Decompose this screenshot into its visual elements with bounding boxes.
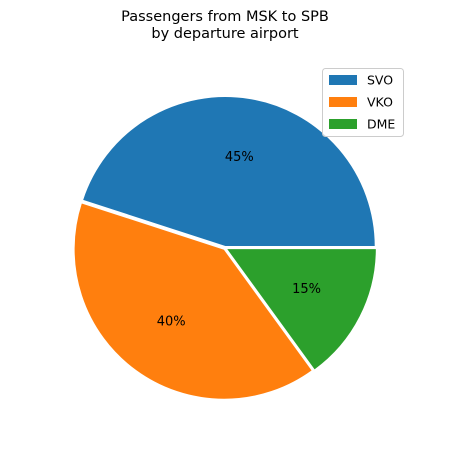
legend-swatch-vko (329, 97, 357, 107)
legend-swatch-svo (329, 75, 357, 85)
pie-slice-dme (225, 248, 377, 371)
chart-subtitle: by departure airport (151, 26, 299, 42)
legend-label-dme: DME (367, 117, 395, 132)
legend: SVO VKO DME (322, 68, 404, 137)
legend-label-svo: SVO (367, 73, 393, 88)
slice-label-svo: 45% (225, 150, 254, 165)
legend-label-vko: VKO (367, 95, 393, 110)
slice-label-vko: 40% (157, 315, 186, 330)
pie-slices (73, 96, 377, 400)
slice-label-dme: 15% (292, 282, 321, 297)
pie-slice-labels: 45% 40% 15% (157, 150, 321, 329)
legend-items: SVO VKO DME (329, 73, 395, 132)
pie-slice-vko (73, 202, 313, 400)
legend-swatch-dme (329, 119, 357, 129)
chart-title: Passengers from MSK to SPB (121, 9, 329, 25)
pie-slice-svo (81, 96, 376, 248)
